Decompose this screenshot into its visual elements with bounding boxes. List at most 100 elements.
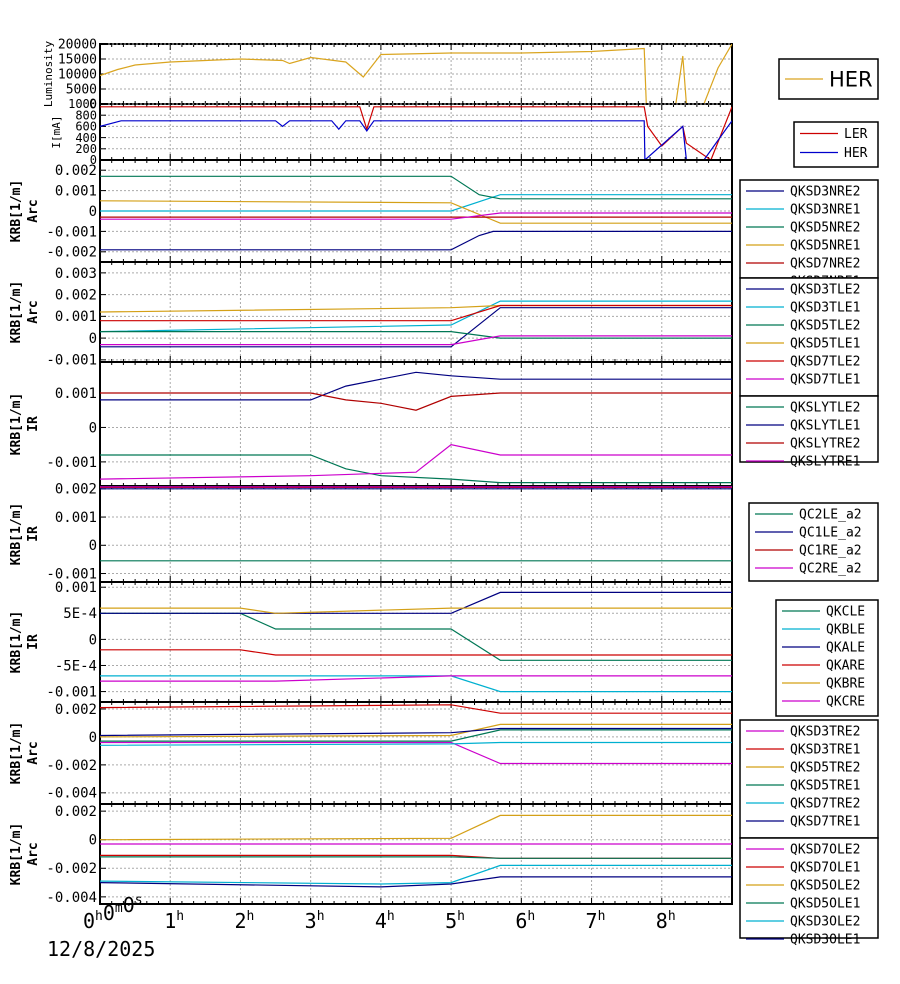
y-axis-sublabel: IR bbox=[26, 634, 41, 650]
plot-frame bbox=[99, 701, 733, 805]
legend-label: QKSD5TLE2 bbox=[790, 319, 860, 334]
series-line-QKSD3OLE1 bbox=[100, 876, 732, 888]
y-tick-label: 0.001 bbox=[55, 184, 97, 200]
y-tick-label: 0 bbox=[89, 204, 97, 220]
legend-label: QKSD7TLE2 bbox=[790, 355, 860, 370]
legend: HER bbox=[778, 58, 879, 100]
legend-label: QKSLYTRE2 bbox=[790, 437, 860, 452]
y-tick-label: -5E-4 bbox=[55, 658, 97, 674]
legend: QKSD3TRE2 QKSD3TRE1 QKSD5TRE2 QKSD5TRE1 QKSD… bbox=[739, 719, 879, 839]
y-tick-label: 0.002 bbox=[55, 702, 97, 718]
y-tick-label: 0.003 bbox=[55, 266, 97, 282]
y-tick-label: 0.001 bbox=[55, 309, 97, 325]
series-line-QKSD5TRE1 bbox=[100, 729, 732, 742]
legend-label: QKSD3TLE1 bbox=[790, 301, 860, 316]
plot-frame bbox=[99, 485, 733, 583]
y-axis-label: Luminosity bbox=[42, 41, 55, 108]
series-line-QKSLYTLE2 bbox=[100, 454, 732, 484]
series-line-QKSD3TLE2 bbox=[100, 307, 732, 348]
legend-label: QKSD3TRE2 bbox=[790, 725, 860, 740]
legend-label: QKSLYTRE1 bbox=[790, 455, 860, 470]
y-tick-label: -0.002 bbox=[46, 758, 97, 774]
legend-label: QKSD5TRE2 bbox=[790, 761, 860, 776]
legend: QKSLYTLE2 QKSLYTLE1 QKSLYTRE2 QKSLYTRE1 bbox=[739, 395, 879, 470]
legend-label: QKARE bbox=[826, 659, 865, 674]
y-tick-label: 0 bbox=[89, 833, 97, 849]
y-axis-label: KRB[1/m] bbox=[9, 823, 24, 886]
legend: QKSD7OLE2 QKSD7OLE1 QKSD5OLE2 QKSD5OLE1 QKSD… bbox=[739, 837, 879, 948]
plot-frame bbox=[99, 361, 733, 487]
y-tick-label: 15000 bbox=[58, 53, 97, 68]
legend-label: QKSD3OLE1 bbox=[790, 933, 860, 948]
legend-box bbox=[739, 277, 879, 397]
y-tick-label: 200 bbox=[75, 142, 97, 156]
legend-label: HER bbox=[829, 67, 873, 91]
legend: QKCLE QKBLE QKALE QKARE QKBRE QKCRE bbox=[775, 599, 879, 717]
panel-arc-tle: -0.001 0 0.001 0.002 0.003 KRB[1/m] Arc QKSD3TL… bbox=[9, 261, 879, 397]
legend-box bbox=[739, 719, 879, 839]
legend-label: QKSD7NRE2 bbox=[790, 257, 860, 272]
panel-arc-nre: -0.002 -0.001 0 0.001 0.002 KRB[1/m] Arc QKSD3N… bbox=[9, 159, 879, 290]
series-line-QKSD5OLE2 bbox=[100, 814, 732, 841]
y-tick-label: 400 bbox=[75, 131, 97, 145]
series-line-QKSLYTLE1 bbox=[100, 371, 732, 401]
y-axis-sublabel: Arc bbox=[26, 199, 41, 222]
series-line-QKSD3TRE1 bbox=[100, 704, 732, 714]
legend-label: QKBRE bbox=[826, 677, 865, 692]
series-line-QKSD3OLE2 bbox=[100, 864, 732, 885]
series-line-QKSD7TRE1 bbox=[100, 727, 732, 737]
panel-ir-ly: -0.001 0 0.001 KRB[1/m] IR QKSLYTLE2 QKSLYTLE1… bbox=[9, 361, 879, 487]
plot-frame bbox=[99, 803, 733, 905]
y-tick-label: 5000 bbox=[66, 83, 97, 98]
y-axis-label: KRB[1/m] bbox=[9, 503, 24, 566]
legend-label: HER bbox=[844, 146, 868, 161]
y-tick-label: 0.002 bbox=[55, 804, 97, 820]
series-line-QKBRE bbox=[100, 607, 732, 614]
legend-label: QKSD5OLE2 bbox=[790, 879, 860, 894]
y-axis-label: KRB[1/m] bbox=[9, 722, 24, 785]
y-tick-label: -0.004 bbox=[46, 890, 97, 906]
y-axis-sublabel: Arc bbox=[26, 842, 41, 865]
legend-label: QKSD7OLE1 bbox=[790, 861, 860, 876]
series-line-QKSD3NRE2 bbox=[100, 230, 732, 251]
legend-label: QKSD7TLE1 bbox=[790, 373, 860, 388]
legend-label: QKSD3TLE2 bbox=[790, 283, 860, 298]
y-axis-sublabel: Arc bbox=[26, 300, 41, 323]
panel-ir-qk: -0.001 -5E-4 0 5E-4 0.001 KRB[1/m] IR QKCLE QKBL… bbox=[9, 580, 879, 717]
legend-label: QKSLYTLE1 bbox=[790, 419, 860, 434]
series-line-QKSD5NRE1 bbox=[100, 200, 732, 224]
x-tick-label: 6h bbox=[515, 909, 535, 933]
legend-box bbox=[739, 179, 879, 279]
series-line-QKSD5NRE2 bbox=[100, 175, 732, 200]
series-line-QKSLYTRE2 bbox=[100, 392, 732, 411]
legend-label: QKALE bbox=[826, 641, 865, 656]
series-line-LER bbox=[100, 106, 732, 160]
series-line-QKSD5TLE2 bbox=[100, 331, 732, 339]
y-tick-label: -0.002 bbox=[46, 861, 97, 877]
y-tick-label: 0.002 bbox=[55, 163, 97, 179]
y-axis-sublabel: Arc bbox=[26, 741, 41, 764]
y-tick-label: 0.001 bbox=[55, 386, 97, 402]
y-tick-label: 800 bbox=[75, 108, 97, 122]
y-tick-label: -0.002 bbox=[46, 245, 97, 261]
series-line-QKSLYTRE1 bbox=[100, 444, 732, 480]
y-tick-label: 600 bbox=[75, 120, 97, 134]
series-line-QKARE bbox=[100, 649, 732, 656]
legend-label: QKSD3NRE1 bbox=[790, 203, 860, 218]
x-tick-label: 2h bbox=[234, 909, 254, 933]
y-axis-label: KRB[1/m] bbox=[9, 180, 24, 243]
legend-label: QKSD3OLE2 bbox=[790, 915, 860, 930]
legend-label: QKBLE bbox=[826, 623, 865, 638]
x-tick-label: 0h0m0s bbox=[83, 893, 143, 933]
x-axis: 0h0m0s 1h 2h 3h 4h 5h 6h 7h 8h 12/8/2025 bbox=[47, 893, 676, 961]
x-tick-label: 8h bbox=[656, 909, 676, 933]
legend-label: QKSD7TRE1 bbox=[790, 815, 860, 830]
legend-label: QC2RE_a2 bbox=[799, 562, 862, 577]
x-tick-label: 5h bbox=[445, 909, 465, 933]
y-tick-label: -0.001 bbox=[46, 684, 97, 700]
y-tick-label: 0 bbox=[89, 98, 97, 113]
